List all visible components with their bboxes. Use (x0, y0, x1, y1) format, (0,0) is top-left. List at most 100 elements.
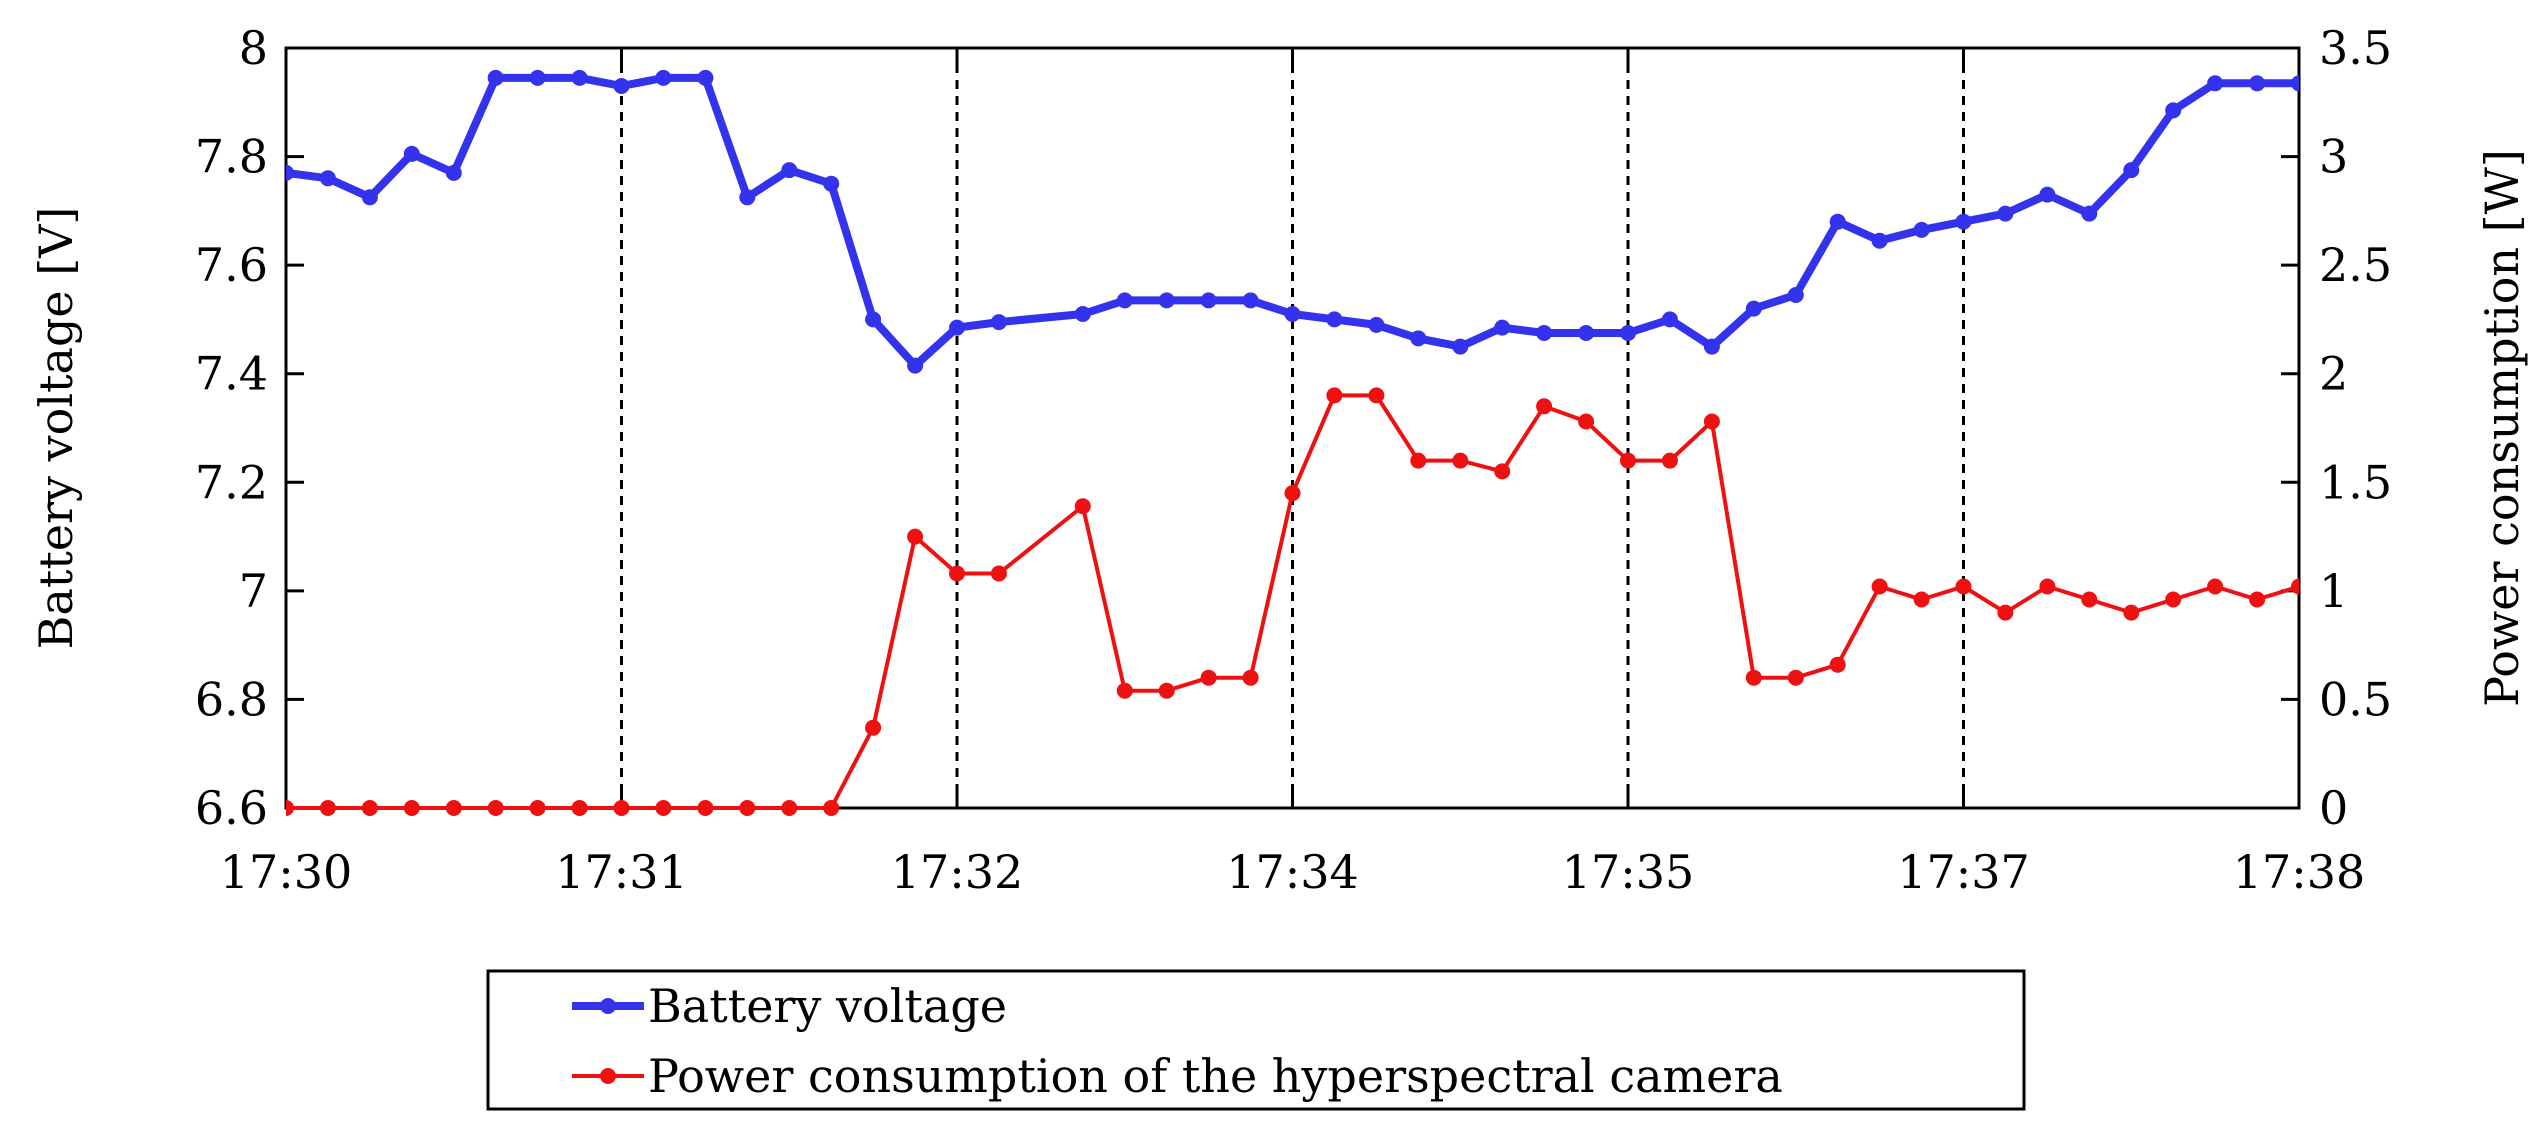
data-point-battery-voltage-27 (1452, 338, 1469, 355)
data-point-power-consumption-of-the-hyperspectral-camera-15 (907, 528, 924, 545)
data-point-battery-voltage-38 (1913, 221, 1930, 238)
data-point-power-consumption-of-the-hyperspectral-camera-39 (1955, 578, 1972, 595)
series-power-consumption-of-the-hyperspectral-camera (286, 387, 2391, 816)
data-point-battery-voltage-11 (739, 189, 756, 206)
y-left-tick-label-7-4: 7.4 (195, 347, 268, 401)
data-point-power-consumption-of-the-hyperspectral-camera-27 (1452, 452, 1469, 469)
data-point-battery-voltage-44 (2165, 102, 2182, 119)
data-point-battery-voltage-40 (1997, 205, 2014, 222)
data-point-power-consumption-of-the-hyperspectral-camera-0 (286, 800, 294, 816)
data-point-power-consumption-of-the-hyperspectral-camera-2 (361, 800, 378, 816)
data-point-battery-voltage-28 (1494, 319, 1511, 336)
y-right-tick-label-3: 3 (2319, 130, 2348, 184)
data-point-power-consumption-of-the-hyperspectral-camera-14 (865, 719, 882, 736)
data-point-battery-voltage-3 (403, 145, 420, 162)
data-point-power-consumption-of-the-hyperspectral-camera-49 (2375, 579, 2391, 595)
data-point-power-consumption-of-the-hyperspectral-camera-13 (823, 800, 840, 816)
y-right-axis-title: Power consumption [W] (2475, 149, 2529, 707)
data-point-power-consumption-of-the-hyperspectral-camera-37 (1871, 578, 1888, 595)
data-point-power-consumption-of-the-hyperspectral-camera-36 (1829, 656, 1846, 673)
y-left-axis-title: Battery voltage [V] (29, 207, 83, 650)
data-point-power-consumption-of-the-hyperspectral-camera-4 (445, 800, 462, 816)
data-point-power-consumption-of-the-hyperspectral-camera-20 (1158, 682, 1175, 699)
data-point-battery-voltage-48 (2333, 75, 2349, 91)
y-right-tick-label-2-5: 2.5 (2319, 238, 2392, 292)
data-point-battery-voltage-22 (1242, 292, 1259, 309)
data-point-power-consumption-of-the-hyperspectral-camera-47 (2291, 578, 2299, 595)
data-point-power-consumption-of-the-hyperspectral-camera-16 (949, 565, 965, 582)
legend: Battery voltage Power consumption of the… (486, 969, 2026, 1111)
data-point-power-consumption-of-the-hyperspectral-camera-9 (655, 800, 672, 816)
data-point-power-consumption-of-the-hyperspectral-camera-11 (739, 800, 756, 816)
data-point-power-consumption-of-the-hyperspectral-camera-26 (1410, 452, 1427, 469)
data-point-power-consumption-of-the-hyperspectral-camera-44 (2165, 591, 2182, 608)
data-point-battery-voltage-33 (1703, 338, 1720, 355)
data-point-power-consumption-of-the-hyperspectral-camera-24 (1326, 387, 1343, 404)
legend-label-battery-voltage: Battery voltage (648, 979, 1007, 1033)
x-tick-label-17-35: 17:35 (1562, 845, 1695, 899)
y-right-tick-label-1-5: 1.5 (2319, 455, 2392, 509)
y-right-tick-label-1: 1 (2319, 564, 2348, 618)
data-point-power-consumption-of-the-hyperspectral-camera-5 (487, 800, 504, 816)
y-left-tick-label-6-6: 6.6 (195, 781, 268, 835)
data-point-battery-voltage-6 (529, 69, 546, 86)
data-point-battery-voltage-47 (2291, 75, 2299, 92)
axis-ticks: 6.6 6.8 7 7.2 7.4 7.6 7.8 8 0 0.5 1 1.5 2 2.5 3 3.5 17:3… (195, 21, 2392, 899)
data-point-battery-voltage-35 (1787, 287, 1804, 303)
data-point-battery-voltage-12 (781, 162, 798, 179)
data-point-battery-voltage-29 (1536, 325, 1553, 341)
x-tick-label-17-37: 17:37 (1897, 845, 2030, 899)
data-point-battery-voltage-10 (697, 69, 714, 86)
data-point-power-consumption-of-the-hyperspectral-camera-43 (2123, 604, 2140, 621)
y-right-tick-label-0-5: 0.5 (2319, 672, 2392, 726)
data-point-battery-voltage-49 (2375, 75, 2391, 91)
legend-entry-power-consumption: Power consumption of the hyperspectral c… (572, 1049, 1783, 1103)
data-point-battery-voltage-21 (1200, 292, 1217, 309)
data-point-battery-voltage-46 (2249, 75, 2266, 92)
data-point-power-consumption-of-the-hyperspectral-camera-45 (2207, 578, 2224, 595)
legend-swatch-marker-battery-voltage (600, 998, 616, 1014)
data-point-battery-voltage-24 (1326, 311, 1343, 328)
data-point-battery-voltage-5 (487, 69, 504, 86)
data-point-battery-voltage-13 (823, 175, 840, 192)
data-point-power-consumption-of-the-hyperspectral-camera-32 (1661, 452, 1678, 469)
data-point-power-consumption-of-the-hyperspectral-camera-19 (1116, 682, 1133, 699)
data-point-battery-voltage-16 (949, 319, 965, 336)
series-lines (286, 69, 2391, 816)
data-point-battery-voltage-36 (1829, 213, 1846, 230)
data-point-battery-voltage-1 (319, 170, 336, 187)
series-line-power-consumption-of-the-hyperspectral-camera (286, 393, 2299, 810)
x-tick-label-17-34: 17:34 (1226, 845, 1359, 899)
data-point-battery-voltage-32 (1661, 311, 1678, 328)
data-point-power-consumption-of-the-hyperspectral-camera-6 (529, 800, 546, 816)
data-point-power-consumption-of-the-hyperspectral-camera-33 (1703, 413, 1720, 430)
y-left-tick-label-7: 7 (239, 564, 268, 618)
data-point-battery-voltage-20 (1158, 292, 1175, 309)
data-point-power-consumption-of-the-hyperspectral-camera-29 (1536, 398, 1553, 415)
data-point-power-consumption-of-the-hyperspectral-camera-31 (1620, 452, 1636, 469)
data-point-battery-voltage-9 (655, 69, 672, 86)
data-point-power-consumption-of-the-hyperspectral-camera-18 (1074, 498, 1091, 515)
data-point-power-consumption-of-the-hyperspectral-camera-25 (1368, 387, 1385, 404)
x-tick-label-17-38: 17:38 (2233, 845, 2366, 899)
data-point-battery-voltage-19 (1116, 292, 1133, 309)
data-point-battery-voltage-18 (1074, 306, 1091, 322)
x-tick-label-17-31: 17:31 (555, 845, 688, 899)
data-point-power-consumption-of-the-hyperspectral-camera-8 (613, 800, 630, 816)
data-point-battery-voltage-37 (1871, 232, 1888, 249)
data-point-battery-voltage-34 (1745, 300, 1762, 317)
data-point-power-consumption-of-the-hyperspectral-camera-10 (697, 800, 714, 816)
y-left-tick-label-7-8: 7.8 (195, 130, 268, 184)
legend-frame (486, 969, 2026, 1111)
data-point-battery-voltage-42 (2081, 205, 2098, 222)
series-battery-voltage (286, 69, 2391, 374)
x-tick-label-17-32: 17:32 (891, 845, 1024, 899)
data-point-battery-voltage-14 (865, 311, 882, 328)
y-left-tick-label-6-8: 6.8 (195, 672, 268, 726)
data-point-power-consumption-of-the-hyperspectral-camera-21 (1200, 669, 1217, 686)
data-point-power-consumption-of-the-hyperspectral-camera-41 (2039, 578, 2056, 595)
data-point-battery-voltage-0 (286, 164, 294, 181)
data-point-battery-voltage-30 (1578, 325, 1595, 341)
data-point-power-consumption-of-the-hyperspectral-camera-30 (1578, 413, 1595, 430)
